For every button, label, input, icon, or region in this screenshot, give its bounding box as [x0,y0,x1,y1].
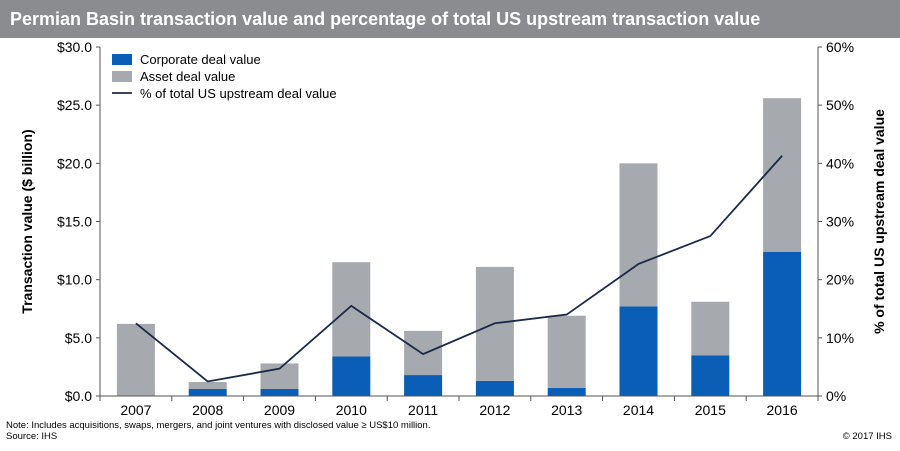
x-tick-label: 2007 [120,402,151,418]
left-tick-label: $25.0 [57,97,92,113]
asset-bar-2013 [547,315,586,388]
footnote: Note: Includes acquisitions, swaps, merg… [6,420,430,442]
left-tick-label: $20.0 [57,155,92,171]
asset-bar-2016 [763,98,802,252]
corporate-bar-2015 [691,355,730,396]
x-tick-label: 2008 [192,402,223,418]
right-tick-label: 10% [826,330,854,346]
right-tick-label: 0% [826,388,846,404]
asset-bar-2014 [619,163,658,307]
x-tick-label: 2015 [695,402,726,418]
legend-swatch-corporate [112,54,132,65]
asset-bar-2015 [691,301,730,356]
x-tick-label: 2010 [336,402,367,418]
legend-label-line: % of total US upstream deal value [140,86,337,101]
left-tick-label: $10.0 [57,272,92,288]
x-tick-label: 2009 [264,402,295,418]
right-tick-label: 60% [826,39,854,55]
source-text: Source: IHS [6,431,58,442]
chart-title-bar: Permian Basin transaction value and perc… [0,0,900,38]
right-tick-label: 50% [826,97,854,113]
x-tick-label: 2016 [767,402,798,418]
asset-bar-2009 [260,363,299,390]
right-tick-label: 30% [826,214,854,230]
corporate-bar-2014 [619,306,658,396]
left-tick-label: $15.0 [57,214,92,230]
asset-bar-2007 [116,323,155,396]
left-tick-label: $30.0 [57,39,92,55]
legend: Corporate deal value Asset deal value % of… [112,52,337,101]
corporate-bar-2011 [404,375,443,396]
left-tick-label: $5.0 [65,330,92,346]
right-tick-label: 20% [826,272,854,288]
left-tick-label: $0.0 [65,388,92,404]
legend-label-corporate: Corporate deal value [140,52,261,67]
x-tick-label: 2014 [623,402,654,418]
bars-group [116,98,802,396]
corporate-bar-2013 [547,387,586,396]
asset-bar-2011 [404,330,443,376]
y-axis-title-right: % of total US upstream deal value [871,109,887,334]
legend-label-asset: Asset deal value [140,69,235,84]
percentage-line [135,155,783,383]
note-text: Note: Includes acquisitions, swaps, merg… [6,420,431,431]
copyright: © 2017 IHS [842,431,892,442]
x-tick-label: 2011 [408,402,438,418]
x-tick-label: 2013 [551,402,582,418]
line-group [135,155,783,383]
right-tick-label: 40% [826,155,854,171]
asset-bar-2008 [188,382,227,390]
corporate-bar-2010 [332,356,371,396]
y-axis-title: Transaction value ($ billion) [19,129,35,313]
corporate-bar-2012 [475,380,514,396]
asset-bar-2010 [332,262,371,357]
legend-swatch-asset [112,71,132,82]
corporate-bar-2008 [188,389,227,396]
axes-group: $0.0 $5.0 $10.0 $15.0 $20.0 $25.0 $30.0 0% 10% 20… [19,39,887,418]
corporate-bar-2009 [260,389,299,396]
corporate-bar-2016 [763,251,802,396]
chart-title: Permian Basin transaction value and perc… [10,9,761,29]
x-tick-label: 2012 [479,402,510,418]
